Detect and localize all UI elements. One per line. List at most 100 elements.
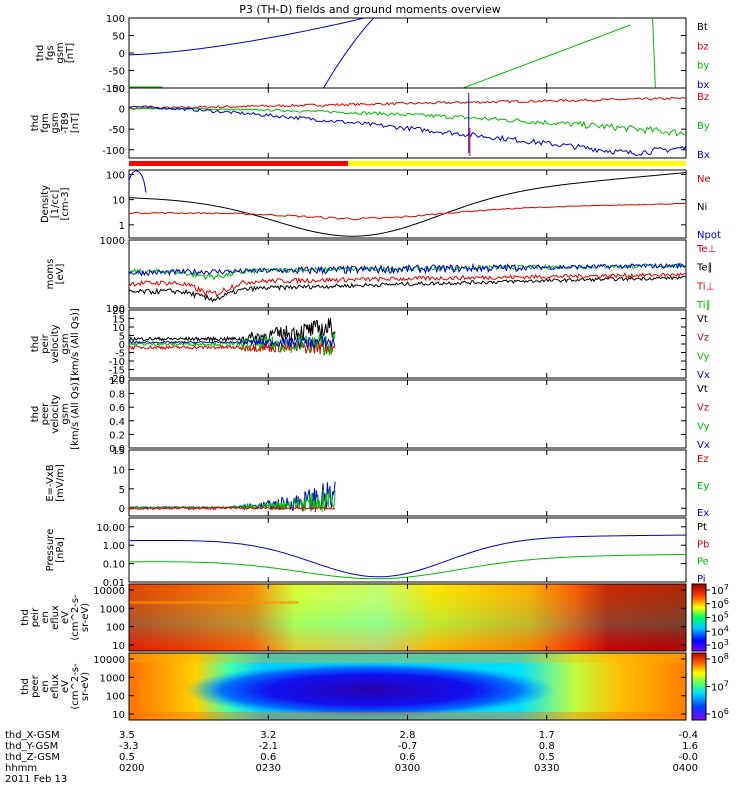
peir_vel-ytick-label: 0 <box>119 340 125 351</box>
fgm-ytick-label: 50 <box>112 84 125 95</box>
density-ytick-label: 1 <box>119 221 125 232</box>
fgs-ytick-label: -100 <box>102 84 125 95</box>
peer_vel-ytick-label: 1.0 <box>109 376 125 387</box>
density-ytick-label: 10 <box>112 196 125 207</box>
peer_en-cbar-label: 106 <box>711 707 729 721</box>
orbit-value: 1.7 <box>539 730 555 741</box>
peir_en-ytick-label: 1000 <box>100 604 125 615</box>
peer_vel-ylabel: thdpeervelocitygsm[km/s (All Qs)] <box>30 378 81 450</box>
fgm-legend-2: Bx <box>697 150 710 161</box>
orbit-value: 0.5 <box>119 752 135 763</box>
orbit-value: 0.8 <box>539 741 555 752</box>
peer_en-ytick-label: 1000 <box>100 673 125 684</box>
peir_en-cbar-label: 105 <box>711 611 729 625</box>
pressure-ytick-label: 0.01 <box>103 578 125 589</box>
efield-legend-2: Ex <box>697 508 709 519</box>
efield-legend-0: Ez <box>697 454 709 465</box>
peir_vel-ylabel: thdpeirvelocitygsm[km/s (All Qs)] <box>30 308 81 380</box>
peir_vel-ytick-label: -5 <box>115 349 125 360</box>
orbit-value: 0230 <box>256 763 281 774</box>
orbit-value: 0330 <box>534 763 559 774</box>
fgm-ylabel: thdfgmgsm-T89[nT] <box>30 112 81 134</box>
peer_vel-legend-1: Vz <box>697 403 709 414</box>
orbit-value: 0.5 <box>539 752 555 763</box>
peir_vel-frame <box>128 309 687 379</box>
fgs-legend-3: bx <box>697 80 709 91</box>
pressure-legend-3: Pi <box>697 574 706 585</box>
peer-colorbar <box>691 652 707 721</box>
fgs-frame <box>128 17 687 89</box>
peir_vel-legend-3: Vx <box>697 370 710 381</box>
pressure-frame <box>128 517 687 583</box>
temp-ytick-label: 100 <box>106 304 125 315</box>
peer-spectrogram <box>129 653 686 720</box>
efield-ylabel: E=-VxB[mV/m] <box>45 464 66 502</box>
fgs-ytick-label: 0 <box>119 49 125 60</box>
peir_vel-ytick-label: -20 <box>109 374 125 385</box>
peer_en-cbar-label: 108 <box>711 652 729 666</box>
pressure-ylabel: Pressure[nPa] <box>45 529 66 572</box>
density-legend-1: Ni <box>697 202 707 213</box>
fgm-legend-0: Bz <box>697 92 709 103</box>
pressure-ytick-label: 10.00 <box>96 523 125 534</box>
peer_vel-ytick-label: 0.0 <box>109 444 125 455</box>
peir_en-ytick-label: 10 <box>112 641 125 652</box>
orbit-value: 3.5 <box>119 730 135 741</box>
peer_en-ytick-label: 10 <box>112 710 125 721</box>
peir_vel-legend-1: Vz <box>697 333 709 344</box>
orbit-row-label: thd_Y-GSM <box>5 741 58 752</box>
density-legend-2: Npot <box>697 230 721 241</box>
peer_vel-legend-3: Vx <box>697 440 710 451</box>
temp-tepar <box>129 275 686 303</box>
peer_vel-legend-0: Vt <box>697 384 708 395</box>
orbit-value: 2.8 <box>400 730 416 741</box>
peir_en-cbar-label: 106 <box>711 597 729 611</box>
peir_vel-legend-2: Vy <box>697 351 710 362</box>
fgm-by <box>129 107 686 137</box>
orbit-value: 0200 <box>119 763 144 774</box>
temp-legend-1: Te∥ <box>696 263 713 274</box>
orbit-value: 0300 <box>395 763 420 774</box>
peer_vel-legend-2: Vy <box>697 421 710 432</box>
peer_vel-ytick-label: 0.6 <box>109 403 125 414</box>
peir_en-cbar-label: 107 <box>711 583 729 597</box>
peir-spectrogram <box>129 584 686 651</box>
fgs-legend-0: Bt <box>697 22 708 33</box>
peer_vel-ytick-label: 0.2 <box>109 430 125 441</box>
orbit-row-label: thd_X-GSM <box>5 730 60 741</box>
orbit-value: -2.1 <box>258 741 278 752</box>
fgs-legend-1: bz <box>697 41 709 52</box>
peer_en-ytick-label: 10000 <box>93 655 125 666</box>
peir_en-ylabel: thdpeirenefluxeV(cm^2-s-sr-eV) <box>20 594 91 641</box>
peir_en-ytick-label: 100 <box>106 623 125 634</box>
temp-ylabel: moms[eV] <box>45 259 66 290</box>
orbit-row-label: hhmm <box>5 763 37 774</box>
fgs-ytick-label: -50 <box>109 67 125 78</box>
peir_en-cbar-label: 104 <box>711 624 729 638</box>
status-bar <box>129 161 686 166</box>
chart-title: P3 (TH-D) fields and ground moments over… <box>239 3 501 16</box>
temp-legend-3: Ti∥ <box>696 300 711 311</box>
peir_vel-legend-0: Vt <box>697 314 708 325</box>
orbit-row-label: thd_Z-GSM <box>5 752 60 763</box>
fgm-ytick-label: -50 <box>109 125 125 136</box>
orbit-value: 0400 <box>673 763 698 774</box>
temp-teperp <box>129 272 686 298</box>
efield-ez <box>129 505 336 511</box>
pressure-legend-0: Pt <box>697 522 707 533</box>
orbit-value: 1.6 <box>682 741 698 752</box>
peir_vel-ytick-label: 15 <box>112 315 125 326</box>
fgm-ytick-label: -100 <box>102 146 125 157</box>
peir_en-cbar-label: 103 <box>711 638 729 652</box>
peir_vel-ytick-label: -10 <box>109 357 125 368</box>
efield-ytick-label: 15 <box>112 446 125 457</box>
efield-legend-1: Ey <box>697 481 709 492</box>
peer_en-ylabel: thdpeerenefluxeV(cm^2-s-sr-eV) <box>20 663 91 710</box>
density-legend-0: Ne <box>697 174 711 185</box>
fgs-ylabel: thdfgsgsm[nT] <box>35 42 76 63</box>
temp-legend-2: Ti⊥ <box>696 281 714 292</box>
efield-ytick-label: 10 <box>112 465 125 476</box>
fgs-by <box>462 24 631 88</box>
pressure-ytick-label: 1.00 <box>103 541 125 552</box>
